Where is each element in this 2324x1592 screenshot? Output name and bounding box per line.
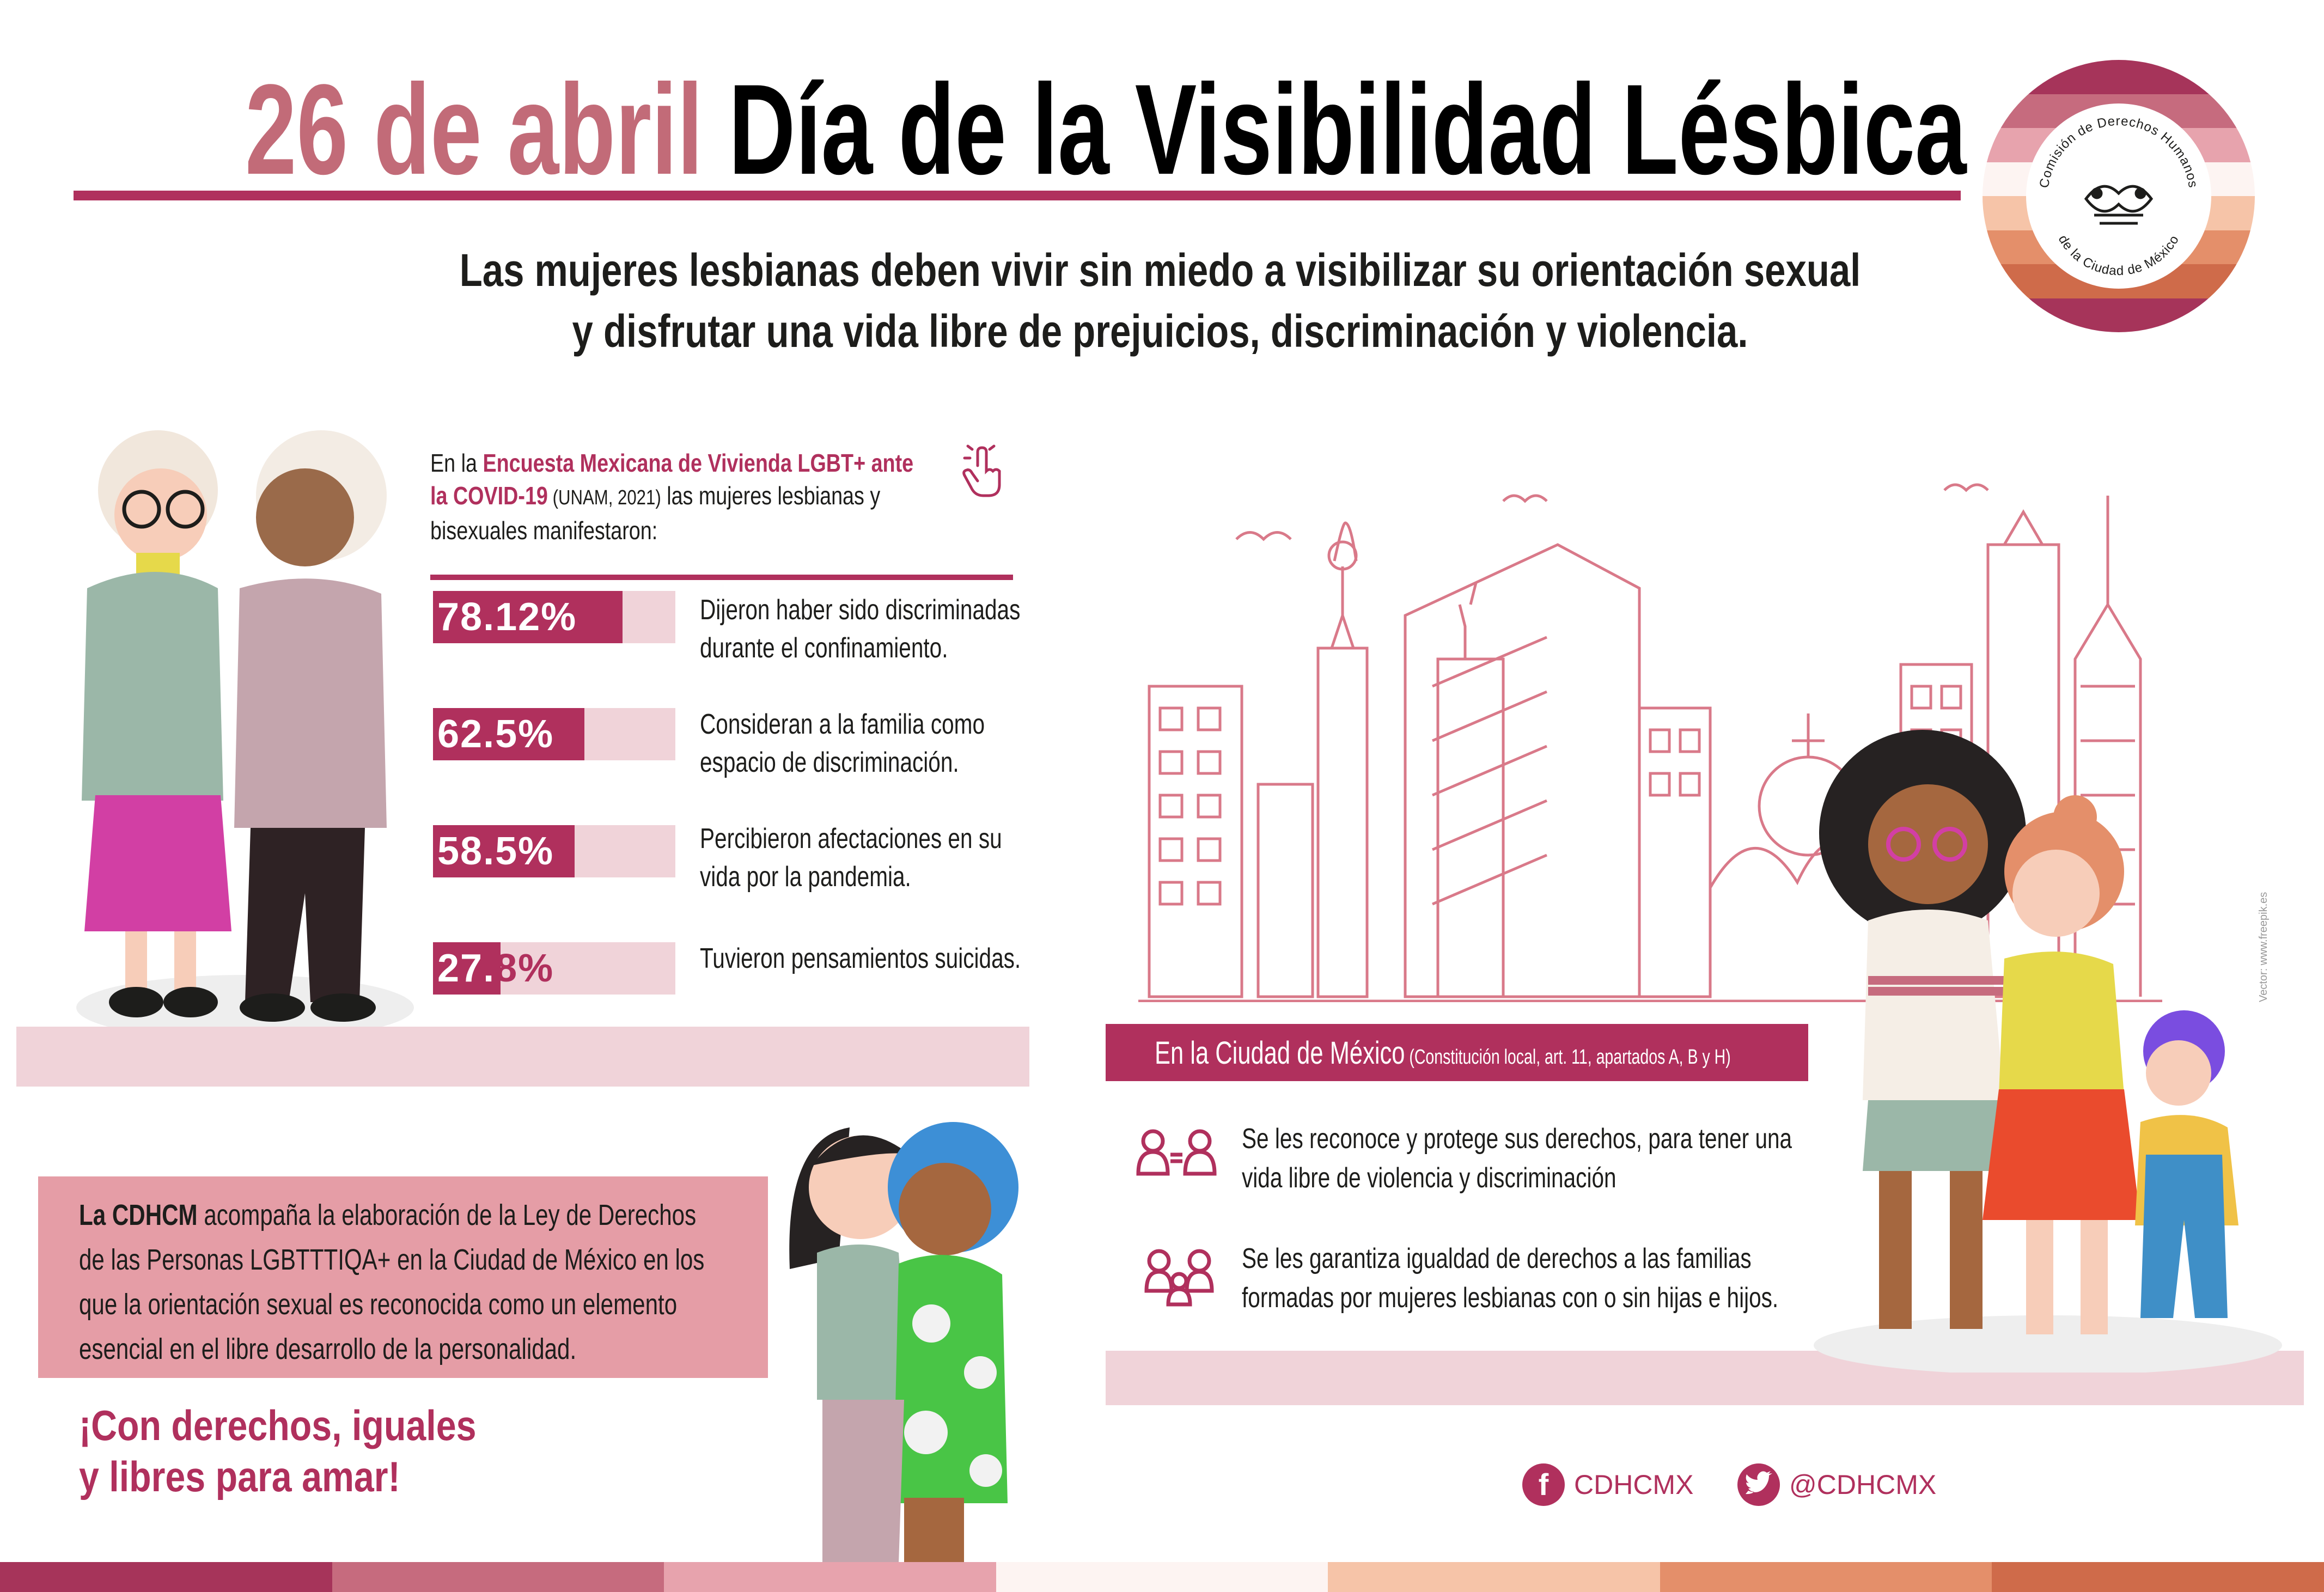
logo-text-bottom: de la Ciudad de México — [2055, 233, 2182, 278]
stat-bar-fill — [433, 708, 585, 760]
cdmx-header: En la Ciudad de México (Constitución loc… — [1155, 1035, 1731, 1071]
subtitle: Las mujeres lesbianas deben vivir sin mi… — [432, 240, 1888, 362]
elderly-couple-illustration — [76, 430, 414, 1040]
stat-value: 27.8% — [437, 947, 554, 990]
stat-bar: 78.12% — [433, 591, 675, 643]
stripe-segment — [332, 1562, 664, 1592]
logo-band — [1983, 60, 2255, 94]
cdhcm-box — [38, 1176, 768, 1378]
stripe-segment — [0, 1562, 332, 1592]
equal-persons-icon — [1136, 1129, 1217, 1176]
facebook-handle[interactable]: CDHCMX — [1574, 1469, 1694, 1500]
stat-description: Consideran a la familia como espacio de … — [700, 709, 985, 778]
subtitle-line-1: Las mujeres lesbianas deben vivir sin mi… — [459, 245, 1861, 296]
stat-description: Dijeron haber sido discriminadas durante… — [700, 594, 1021, 664]
survey-divider — [430, 575, 1013, 580]
stat-bar-fill — [433, 591, 623, 643]
stat-bar-fill — [433, 942, 501, 995]
stripe-segment — [1660, 1562, 1992, 1592]
stat-bar: 58.5% — [433, 825, 675, 877]
logo-seal: Comisión de Derechos Humanos de la Ciuda… — [2037, 114, 2200, 278]
stat-value: 62.5% — [437, 712, 554, 756]
facebook-icon[interactable]: f — [1522, 1463, 1565, 1506]
logo-text-top: Comisión de Derechos Humanos — [2037, 114, 2200, 189]
svg-text:de la Ciudad de México: de la Ciudad de México — [2055, 233, 2182, 278]
bottom-color-stripe — [0, 1562, 2324, 1592]
survey-link[interactable]: Encuesta Mexicana de Vivienda LGBT+ ante… — [430, 449, 914, 510]
stat-value: 58.5% — [437, 829, 554, 873]
stripe-segment — [996, 1562, 1328, 1592]
cdhcm-statement: La CDHCM acompaña la elaboración de la L… — [79, 1199, 705, 1365]
click-hand-icon[interactable] — [961, 444, 1005, 498]
twitter-icon[interactable] — [1737, 1463, 1780, 1506]
title-date: 26 de abril — [245, 58, 703, 202]
subtitle-line-2: y disfrutar una vida libre de prejuicios… — [572, 306, 1748, 357]
stripe-segment — [1328, 1562, 1660, 1592]
title-name: Día de la Visibilidad Lésbica — [728, 58, 1967, 202]
stat-bar: 27.8% — [433, 942, 675, 995]
stat-bar: 62.5% — [433, 708, 675, 760]
twitter-handle[interactable]: @CDHCMX — [1789, 1469, 1937, 1500]
logo-band — [1983, 298, 2255, 332]
title-divider — [74, 191, 1961, 200]
slogan: ¡Con derechos, iguales y libres para ama… — [79, 1401, 477, 1500]
survey-intro: En la Encuesta Mexicana de Vivienda LGBT… — [430, 449, 914, 545]
cdmx-header-bar — [1106, 1024, 1808, 1081]
ground-strip-left — [16, 1027, 1029, 1087]
logo-center — [2026, 103, 2211, 289]
mexico-city-skyline-illustration — [1138, 483, 2162, 1002]
young-couple-illustration — [789, 1122, 1018, 1563]
stat-bar-fill — [433, 825, 575, 877]
svg-text:Comisión de Derechos Humanos: Comisión de Derechos Humanos — [2037, 114, 2200, 189]
cdmx-right-1: Se les reconoce y protege sus derechos, … — [1242, 1123, 1792, 1194]
family-icon — [1144, 1249, 1214, 1307]
image-credit: Vector: www.freepik.es — [2258, 892, 2270, 1002]
stat-description: Percibieron afectaciones en su vida por … — [700, 823, 1002, 893]
bird-emblem-icon — [2084, 185, 2154, 225]
stat-description: Tuvieron pensamientos suicidas. — [700, 943, 1021, 974]
family-illustration — [1814, 730, 2282, 1373]
stat-value: 78.12% — [437, 595, 577, 639]
stripe-segment — [664, 1562, 996, 1592]
stripe-segment — [1992, 1562, 2324, 1592]
cdmx-right-2: Se les garantiza igualdad de derechos a … — [1242, 1243, 1779, 1314]
page-title: 26 de abril Día de la Visibilidad Lésbic… — [245, 64, 1967, 195]
